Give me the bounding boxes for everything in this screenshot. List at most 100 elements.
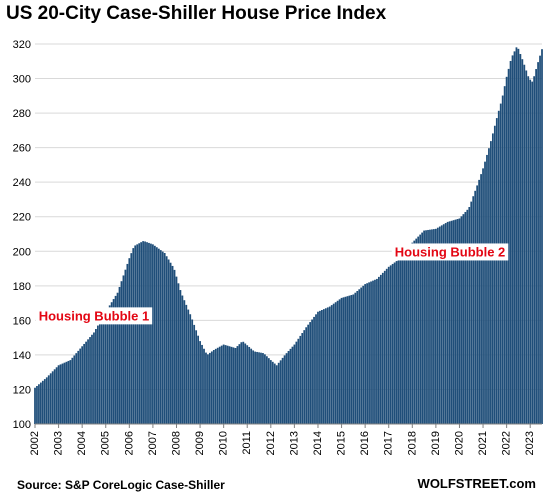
bar-125 xyxy=(279,360,282,424)
bar-249 xyxy=(523,64,526,424)
bar-96 xyxy=(222,344,225,424)
bar-34 xyxy=(100,318,103,424)
bar-178 xyxy=(383,270,386,424)
bar-192 xyxy=(411,242,414,424)
bar-49 xyxy=(130,253,133,424)
bar-16 xyxy=(65,361,68,424)
bar-106 xyxy=(242,341,245,424)
x-tick-label: 2004 xyxy=(76,431,88,455)
bar-161 xyxy=(350,295,353,424)
bar-131 xyxy=(291,346,294,424)
bar-181 xyxy=(389,265,392,424)
bar-139 xyxy=(307,324,310,424)
bar-65 xyxy=(161,251,164,424)
bar-39 xyxy=(110,302,113,424)
bar-233 xyxy=(491,133,494,424)
x-tick-label: 2009 xyxy=(194,431,206,455)
y-tick-label: 280 xyxy=(13,108,31,120)
bar-18 xyxy=(69,360,72,424)
bar-104 xyxy=(238,344,241,424)
bar-144 xyxy=(317,311,319,424)
x-tick-label: 2014 xyxy=(312,431,324,455)
bar-128 xyxy=(285,353,288,424)
bar-132 xyxy=(293,344,296,424)
bar-217 xyxy=(460,216,463,424)
bar-47 xyxy=(126,263,129,424)
bar-258 xyxy=(541,49,543,425)
x-tick-label: 2010 xyxy=(218,431,230,455)
bar-222 xyxy=(470,201,473,424)
bar-59 xyxy=(150,243,152,424)
bar-10 xyxy=(53,369,56,424)
bar-256 xyxy=(537,62,539,424)
bar-27 xyxy=(87,339,89,424)
bar-251 xyxy=(527,76,530,425)
bar-243 xyxy=(511,55,514,425)
x-tick-label: 2018 xyxy=(406,431,418,455)
y-tick-label: 240 xyxy=(13,177,31,189)
bar-212 xyxy=(450,220,453,424)
bar-113 xyxy=(256,351,258,424)
bar-3 xyxy=(40,382,42,424)
bar-203 xyxy=(433,229,435,424)
bar-4 xyxy=(41,380,44,424)
bar-11 xyxy=(55,367,58,424)
bar-99 xyxy=(228,346,231,424)
bar-231 xyxy=(488,148,490,424)
bar-159 xyxy=(346,296,349,424)
x-tick-label: 2005 xyxy=(100,431,112,455)
bar-77 xyxy=(185,304,188,424)
bar-15 xyxy=(63,362,66,424)
bar-80 xyxy=(191,319,194,424)
bar-246 xyxy=(517,48,520,425)
x-tick-label: 2006 xyxy=(123,431,135,455)
bar-74 xyxy=(179,290,182,424)
bar-153 xyxy=(334,302,337,424)
bar-169 xyxy=(366,283,368,424)
bar-201 xyxy=(429,229,431,424)
bar-17 xyxy=(67,360,70,424)
bar-148 xyxy=(324,308,327,424)
bar-30 xyxy=(93,332,95,424)
bar-75 xyxy=(181,295,184,424)
bar-216 xyxy=(458,218,461,424)
bar-19 xyxy=(71,357,74,424)
bar-174 xyxy=(376,278,378,424)
bar-163 xyxy=(354,292,357,424)
bar-28 xyxy=(89,337,91,424)
annotation-background xyxy=(391,243,509,261)
bar-72 xyxy=(175,276,178,424)
bar-252 xyxy=(529,79,532,424)
bar-95 xyxy=(220,345,223,424)
bar-173 xyxy=(374,279,376,424)
bar-143 xyxy=(315,314,317,424)
bar-223 xyxy=(472,196,475,424)
bar-171 xyxy=(370,281,372,424)
bar-202 xyxy=(431,229,433,424)
bar-129 xyxy=(287,351,290,424)
bar-5 xyxy=(43,379,46,424)
bar-85 xyxy=(201,344,203,424)
bar-145 xyxy=(319,310,321,424)
bar-83 xyxy=(197,335,199,424)
bar-60 xyxy=(152,244,154,424)
bar-158 xyxy=(344,296,347,424)
bar-21 xyxy=(75,353,78,424)
bar-101 xyxy=(232,347,235,424)
bar-79 xyxy=(189,314,192,424)
bar-120 xyxy=(269,360,272,424)
bar-92 xyxy=(214,348,217,424)
bar-108 xyxy=(246,345,249,424)
bar-70 xyxy=(171,265,174,424)
bar-9 xyxy=(51,371,54,424)
bar-42 xyxy=(116,292,119,424)
bar-228 xyxy=(482,168,484,424)
bar-232 xyxy=(490,141,492,425)
bar-136 xyxy=(301,333,304,424)
bar-213 xyxy=(452,220,455,424)
bar-97 xyxy=(224,345,227,424)
bar-50 xyxy=(132,248,135,424)
bar-69 xyxy=(169,262,172,424)
bar-154 xyxy=(336,300,339,424)
